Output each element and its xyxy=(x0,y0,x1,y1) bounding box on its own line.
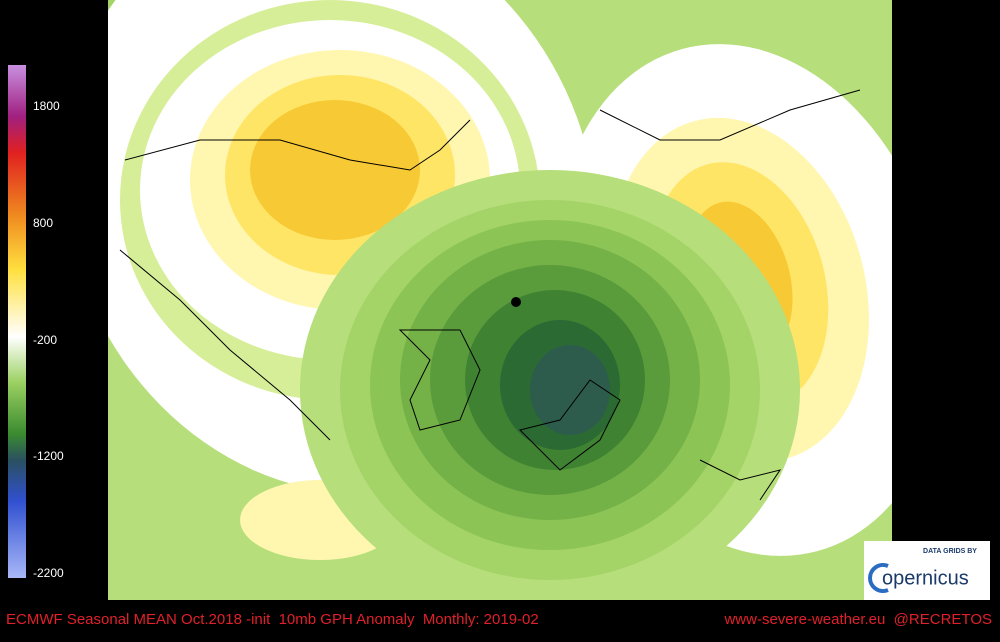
map xyxy=(108,0,892,600)
footer-credit: www-severe-weather.eu @RECRETOS xyxy=(723,611,992,628)
colorbar-label: 1800 xyxy=(33,99,60,113)
colorbar-label: 800 xyxy=(33,216,53,230)
coastlines xyxy=(119,89,861,501)
colorbar-label: -2200 xyxy=(33,566,64,580)
logo-name: opernicus xyxy=(882,567,969,589)
logo: DATA GRIDS BY opernicus xyxy=(864,541,990,600)
colorbar xyxy=(8,65,26,578)
colorbar-label: -1200 xyxy=(33,449,64,463)
logo-tagline: DATA GRIDS BY xyxy=(923,548,977,555)
pole-marker xyxy=(511,297,521,307)
footer-caption: ECMWF Seasonal MEAN Oct.2018 -init 10mb … xyxy=(6,611,539,628)
colorbar-label: -200 xyxy=(33,333,57,347)
